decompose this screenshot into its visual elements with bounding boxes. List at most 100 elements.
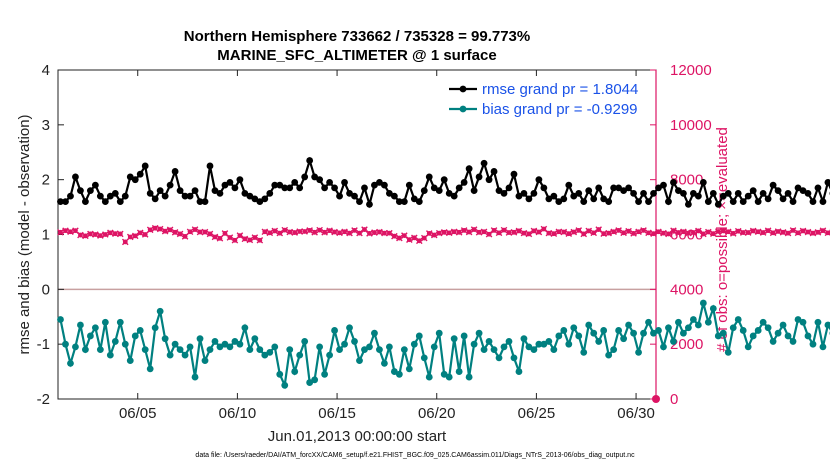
series-0-point bbox=[435, 187, 443, 195]
series-0-point bbox=[72, 173, 79, 181]
series-1-point bbox=[366, 343, 373, 351]
series-1-point bbox=[724, 348, 732, 356]
series-1-point bbox=[510, 354, 518, 362]
obs-evaluated-point bbox=[241, 235, 249, 243]
series-1-point bbox=[565, 340, 573, 348]
series-0-point bbox=[689, 189, 697, 197]
obs-evaluated-point bbox=[116, 230, 124, 238]
obs-evaluated-point bbox=[191, 226, 199, 233]
obs-evaluated-point bbox=[411, 234, 418, 242]
series-0-point bbox=[111, 189, 119, 197]
obs-evaluated-point bbox=[625, 227, 632, 235]
series-0-point bbox=[714, 200, 722, 208]
obs-evaluated-point bbox=[530, 227, 538, 235]
series-1-point bbox=[744, 343, 752, 351]
series-0-point bbox=[301, 173, 309, 181]
obs-evaluated-point bbox=[306, 227, 313, 234]
series-1-point bbox=[490, 346, 498, 354]
obs-evaluated-point bbox=[301, 228, 308, 235]
series-1-point bbox=[151, 324, 159, 332]
obs-evaluated-point bbox=[341, 228, 348, 236]
y-left-tick-label: -2 bbox=[37, 391, 50, 408]
obs-evaluated-point bbox=[376, 228, 383, 236]
series-0-point bbox=[739, 198, 747, 206]
series-1-point bbox=[635, 348, 642, 356]
series-0-point bbox=[405, 181, 413, 189]
series-0-point bbox=[640, 189, 647, 197]
obs-evaluated-point bbox=[62, 227, 69, 234]
series-1-point bbox=[764, 324, 772, 332]
series-1-point bbox=[500, 343, 508, 351]
obs-evaluated-point bbox=[206, 230, 214, 238]
series-0-point bbox=[719, 192, 727, 200]
series-0-point bbox=[450, 192, 458, 200]
data-file-footnote: data file: /Users/raeder/DAI/ATM_forcXX/… bbox=[195, 452, 635, 459]
series-0-point bbox=[794, 184, 802, 192]
obs-evaluated-point bbox=[744, 229, 752, 236]
series-0-point bbox=[819, 198, 827, 206]
obs-evaluated-point bbox=[804, 228, 812, 236]
obs-evaluated-point bbox=[700, 230, 707, 238]
series-0-point bbox=[67, 192, 74, 200]
obs-evaluated-point bbox=[107, 229, 114, 237]
series-1-point bbox=[535, 340, 543, 348]
series-1-point bbox=[769, 338, 777, 345]
obs-evaluated-point bbox=[660, 229, 667, 237]
series-0-point bbox=[231, 184, 239, 192]
obs-evaluated-point bbox=[146, 226, 154, 234]
series-1-point bbox=[650, 329, 657, 337]
obs-evaluated-point bbox=[480, 228, 488, 236]
series-0-point bbox=[361, 184, 368, 192]
series-1-point bbox=[331, 327, 338, 334]
series-0-point bbox=[530, 189, 538, 197]
series-0-point bbox=[251, 195, 259, 203]
series-1-point bbox=[141, 346, 149, 354]
series-1-point bbox=[640, 329, 647, 337]
obs-evaluated-point bbox=[366, 230, 373, 237]
series-0-point bbox=[121, 192, 129, 200]
series-0-point bbox=[590, 195, 598, 203]
series-1-point bbox=[734, 316, 742, 323]
obs-evaluated-point bbox=[590, 229, 598, 237]
obs-evaluated-point bbox=[386, 229, 393, 237]
obs-evaluated-point bbox=[435, 229, 443, 237]
series-0-point bbox=[161, 192, 169, 200]
series-1-point bbox=[515, 368, 523, 375]
series-0-point bbox=[326, 179, 333, 186]
obs-evaluated-point bbox=[141, 231, 149, 238]
obs-evaluated-point bbox=[675, 229, 682, 236]
series-0-point bbox=[136, 170, 144, 178]
series-1-point bbox=[465, 373, 473, 381]
series-1-point bbox=[326, 351, 333, 359]
series-0-point bbox=[645, 198, 652, 206]
series-0-point bbox=[729, 198, 737, 206]
series-1-point bbox=[675, 318, 682, 326]
series-1-point bbox=[410, 340, 418, 348]
series-1-point bbox=[699, 299, 707, 307]
obs-evaluated-point bbox=[490, 227, 498, 234]
series-0-point bbox=[101, 198, 109, 206]
series-0-point bbox=[550, 192, 558, 200]
series-1-point bbox=[321, 370, 329, 378]
series-0-point bbox=[724, 189, 732, 197]
series-1-point bbox=[286, 346, 294, 354]
series-0-point bbox=[221, 181, 229, 189]
series-0-point bbox=[595, 184, 603, 192]
series-1-point bbox=[824, 321, 830, 329]
series-1-point bbox=[680, 329, 687, 337]
obs-evaluated-point bbox=[550, 230, 558, 237]
series-0-point bbox=[381, 181, 388, 189]
y-left-tick-label: 4 bbox=[42, 62, 50, 79]
series-1-point bbox=[131, 332, 139, 340]
obs-evaluated-point bbox=[445, 229, 453, 237]
series-0-point bbox=[655, 184, 662, 192]
series-0-point bbox=[236, 176, 244, 184]
series-1-point bbox=[361, 346, 368, 354]
series-1-point bbox=[351, 338, 358, 345]
series-1-point bbox=[590, 329, 598, 337]
series-0-point bbox=[570, 192, 578, 200]
obs-evaluated-point bbox=[814, 229, 822, 236]
obs-evaluated-point bbox=[181, 233, 189, 240]
series-0-point bbox=[475, 173, 483, 181]
series-0-point bbox=[166, 181, 174, 189]
